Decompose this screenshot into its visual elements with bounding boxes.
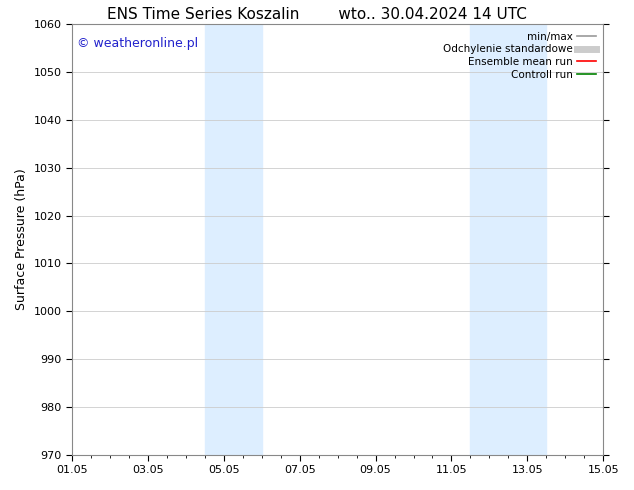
- Bar: [205, 24, 262, 455]
- Y-axis label: Surface Pressure (hPa): Surface Pressure (hPa): [15, 169, 28, 311]
- Text: ENS Time Series Koszalin        wto.. 30.04.2024 14 UTC: ENS Time Series Koszalin wto.. 30.04.202…: [107, 7, 527, 23]
- Legend: min/max, Odchylenie standardowe, Ensemble mean run, Controll run: min/max, Odchylenie standardowe, Ensembl…: [439, 27, 600, 84]
- Text: © weatheronline.pl: © weatheronline.pl: [77, 37, 198, 50]
- Bar: [470, 24, 547, 455]
